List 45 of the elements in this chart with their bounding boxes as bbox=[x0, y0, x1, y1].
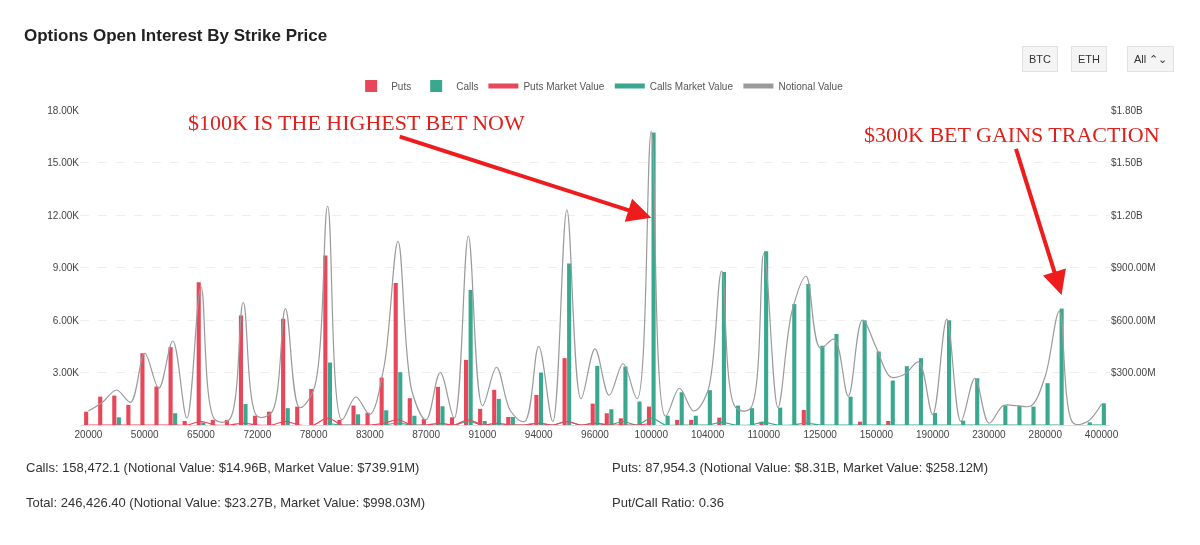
legend-label: Calls Market Value bbox=[649, 80, 734, 92]
x-tick-label: 72000 bbox=[243, 429, 272, 440]
x-tick-label: 87000 bbox=[412, 429, 441, 440]
x-tick-label: 190000 bbox=[916, 429, 950, 440]
x-tick-label: 91000 bbox=[468, 429, 497, 440]
y2-tick-label: $300.00M bbox=[1111, 367, 1156, 378]
x-tick-label: 125000 bbox=[803, 429, 838, 440]
y-tick-label: 15.00K bbox=[47, 157, 80, 168]
text: ETH bbox=[1078, 53, 1101, 65]
x-tick-label: 50000 bbox=[130, 429, 160, 440]
x-tick-label: 400000 bbox=[1084, 429, 1119, 440]
x-tick-label: 150000 bbox=[859, 429, 894, 440]
y-tick-label: 9.00K bbox=[52, 262, 80, 273]
legend-label: Puts Market Value bbox=[523, 80, 605, 92]
y2-tick-label: $1.80B bbox=[1111, 104, 1144, 116]
x-tick-label: 94000 bbox=[524, 429, 554, 440]
y2-tick-label: $600.00M bbox=[1111, 314, 1156, 326]
x-tick-label: 78000 bbox=[299, 429, 328, 440]
text: Total: 246,426.40 (Notional Value: $23.27B, Market Value: $998.03M) bbox=[26, 495, 426, 510]
text: Puts: 87,954.3 (Notional Value: $8.31B, Market Value: $258.12M) bbox=[612, 460, 989, 475]
text: Calls: 158,472.1 (Notional Value: $14.96B, Market Value: $739.91M) bbox=[26, 460, 420, 475]
x-tick-label: 100000 bbox=[634, 429, 669, 440]
y-tick-label: 18.00K bbox=[47, 104, 80, 116]
x-tick-label: 20000 bbox=[74, 429, 103, 440]
x-tick-label: 110000 bbox=[747, 429, 781, 440]
y2-tick-label: $900.00M bbox=[1111, 262, 1156, 273]
y-tick-label: 12.00K bbox=[47, 209, 80, 221]
x-tick-label: 104000 bbox=[690, 429, 725, 440]
x-tick-label: 230000 bbox=[972, 429, 1007, 440]
x-tick-label: 65000 bbox=[187, 429, 216, 440]
x-tick-label: 96000 bbox=[581, 429, 610, 440]
x-tick-label: 83000 bbox=[355, 429, 385, 440]
text: BTC bbox=[1029, 53, 1052, 65]
text: All ⌃⌄ bbox=[1134, 53, 1168, 65]
legend-label: Notional Value bbox=[778, 80, 844, 92]
y-tick-label: 6.00K bbox=[52, 314, 80, 326]
chart-title: Options Open Interest By Strike Price bbox=[24, 26, 328, 46]
y2-tick-label: $1.20B bbox=[1111, 209, 1144, 221]
text: Put/Call Ratio: 0.36 bbox=[612, 495, 725, 510]
legend-label: Puts bbox=[391, 80, 412, 92]
y-tick-label: 3.00K bbox=[52, 367, 80, 378]
annotation: $100K IS THE HIGHEST BET NOW bbox=[188, 110, 525, 135]
legend-label: Calls bbox=[456, 80, 479, 92]
y2-tick-label: $1.50B bbox=[1111, 157, 1144, 168]
x-tick-label: 280000 bbox=[1028, 429, 1063, 440]
